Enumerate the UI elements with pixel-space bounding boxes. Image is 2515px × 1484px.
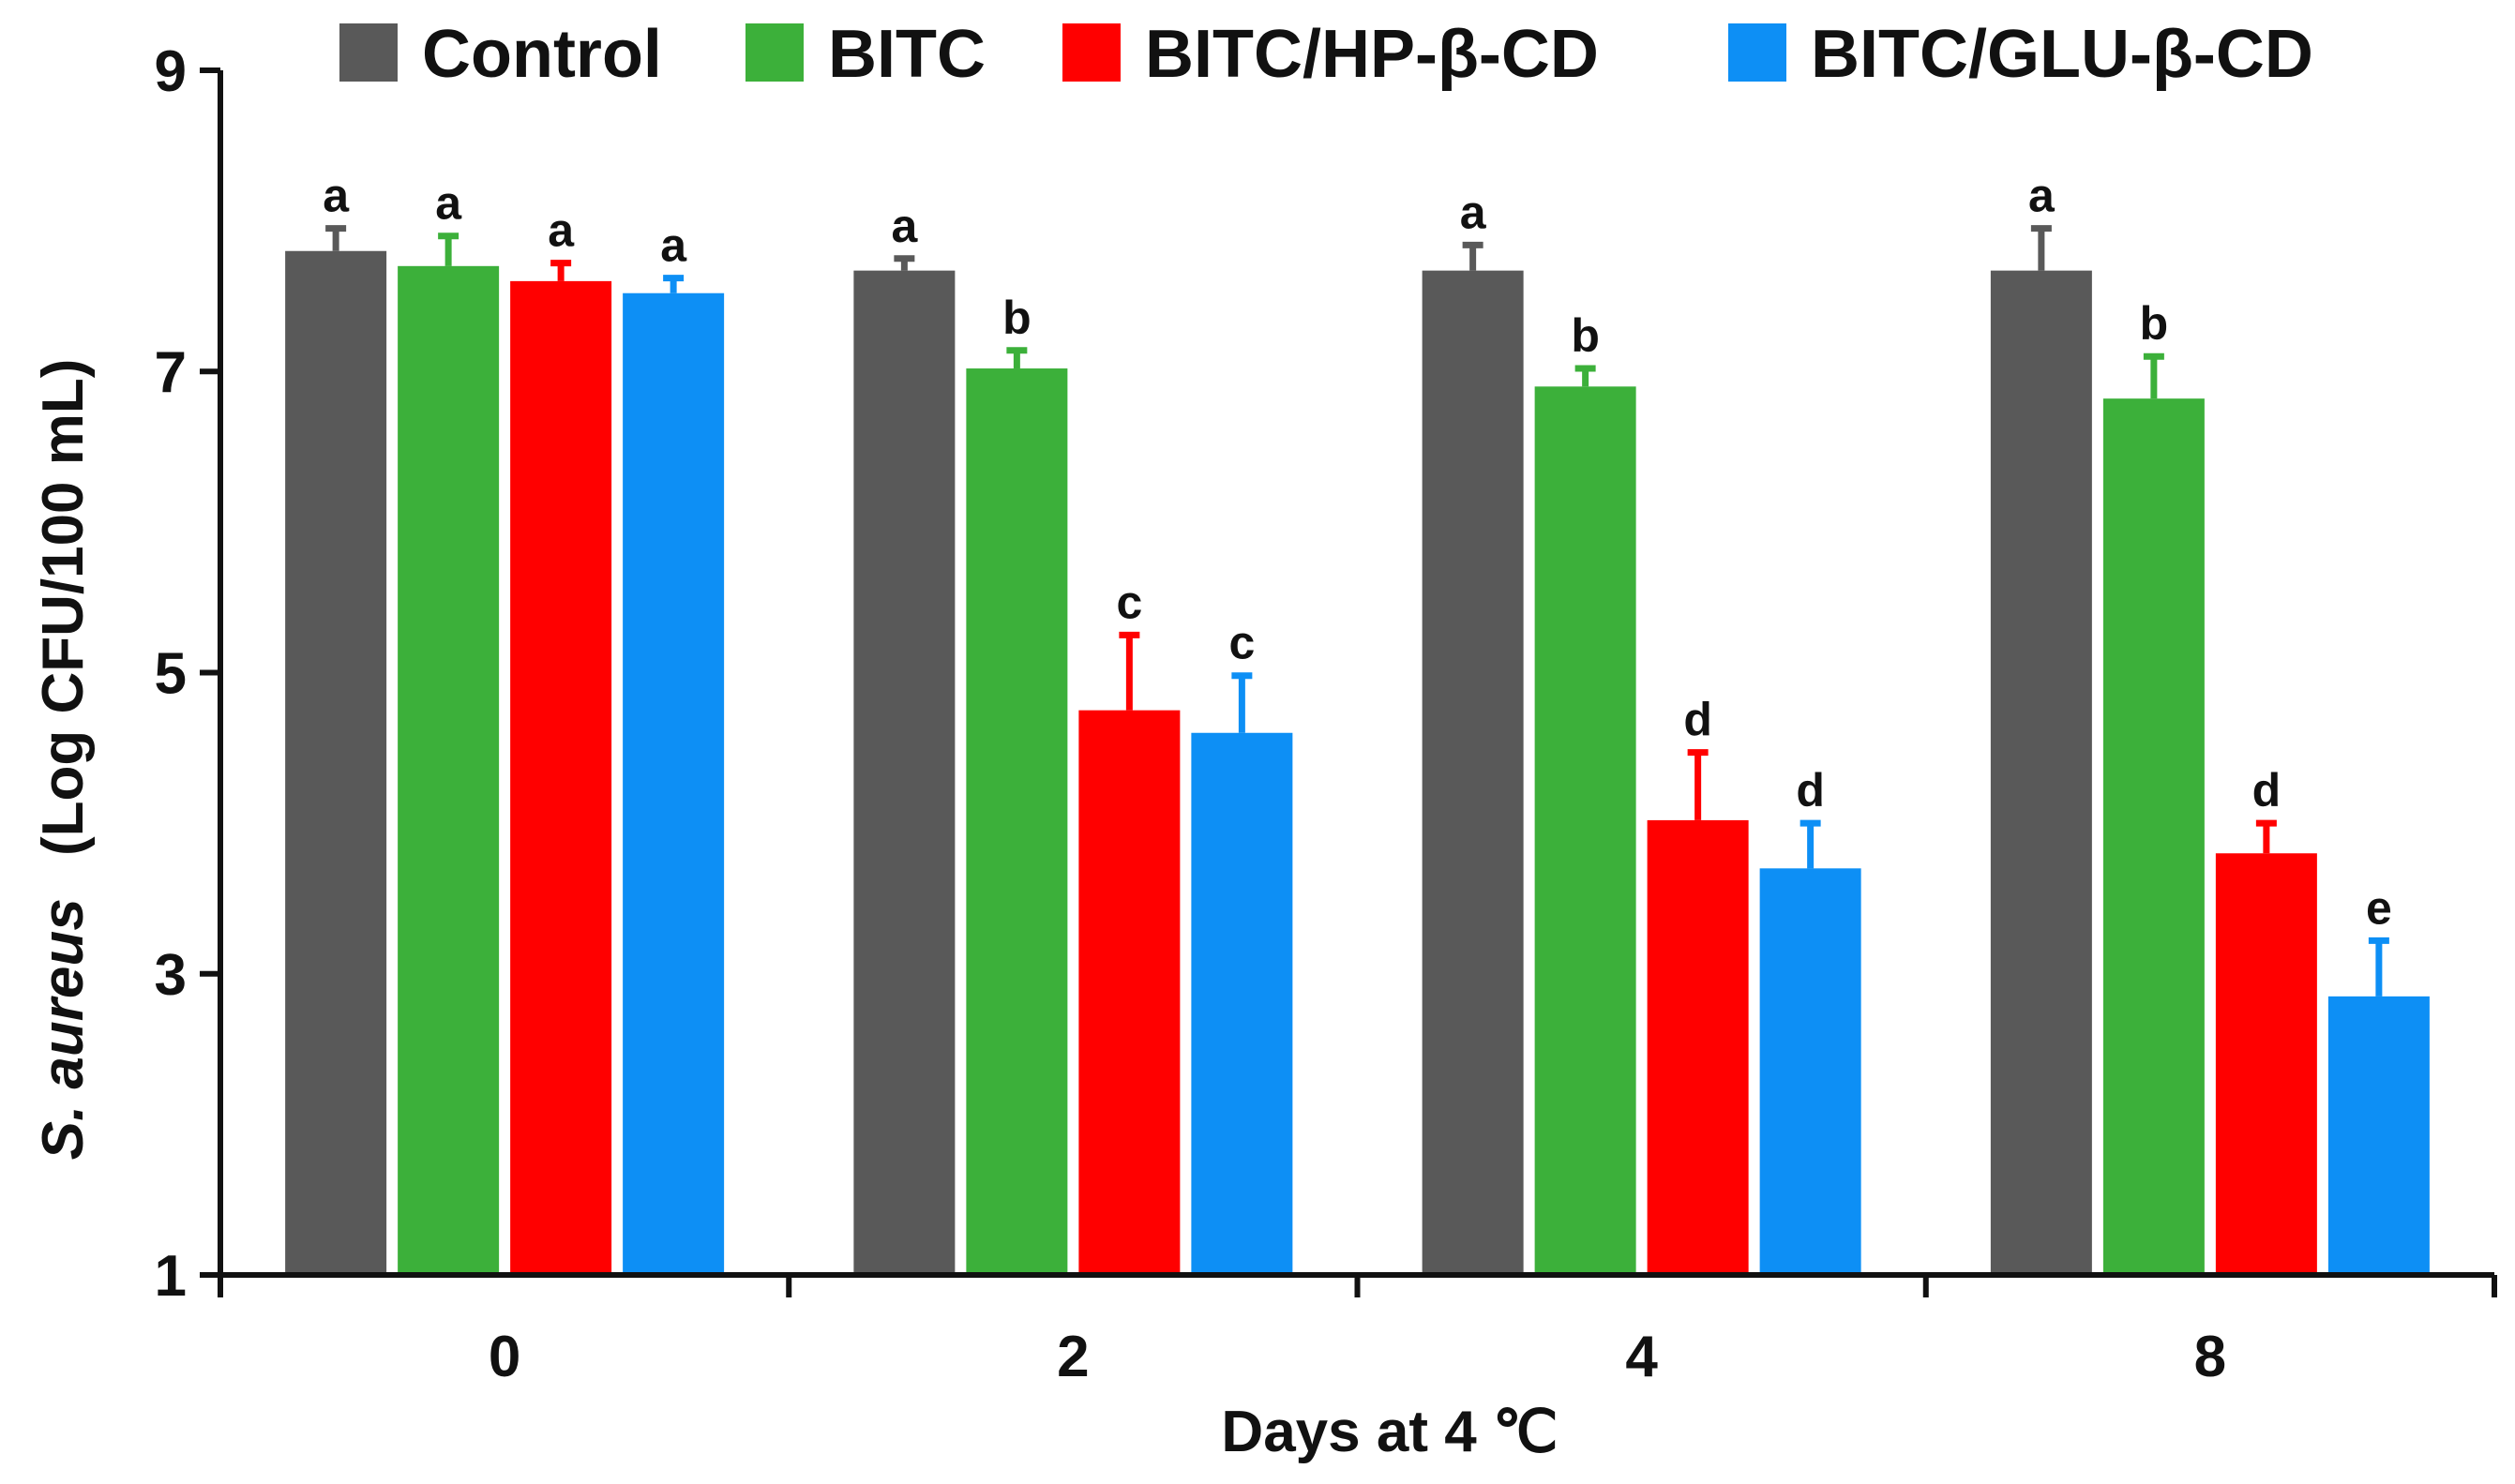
legend-swatch <box>745 23 804 82</box>
significance-label: e <box>2366 881 2392 934</box>
significance-label: c <box>1228 617 1255 669</box>
bar <box>1647 819 1749 1275</box>
bar <box>1078 710 1181 1275</box>
significance-label: a <box>891 200 918 252</box>
significance-label: b <box>1571 309 1600 362</box>
bar <box>1534 386 1636 1275</box>
significance-label: d <box>1796 764 1825 817</box>
bar <box>398 265 500 1275</box>
significance-label: d <box>2252 764 2282 817</box>
significance-label: d <box>1683 694 1712 746</box>
legend-swatch <box>339 23 398 82</box>
bar <box>2327 996 2430 1275</box>
y-axis-title: S. aureus (Log CFU/100 mL) <box>31 359 96 1161</box>
significance-label: b <box>1002 292 1032 344</box>
bar <box>1990 270 2092 1276</box>
y-tick-label: 1 <box>155 1244 187 1309</box>
y-axis-title-units: (Log CFU/100 mL) <box>31 359 96 856</box>
significance-label: a <box>548 204 575 257</box>
axes-group: 1 3 5 7 9 0 2 4 8 <box>155 39 2497 1389</box>
legend-label: BITC <box>828 17 986 92</box>
y-tick-label: 3 <box>155 943 187 1008</box>
y-tick-label: 7 <box>155 340 187 405</box>
significance-label: a <box>323 170 350 222</box>
legend-swatch <box>1062 23 1121 82</box>
legend-label: BITC/GLU-β-CD <box>1811 17 2313 92</box>
bar <box>623 292 725 1276</box>
significance-label: c <box>1116 576 1142 628</box>
legend-swatch <box>1728 23 1786 82</box>
significance-label: b <box>2140 297 2169 350</box>
legend-label: BITC/HP-β-CD <box>1145 17 1599 92</box>
significance-label: a <box>1460 186 1487 238</box>
significance-label: a <box>435 177 462 230</box>
x-tick-label: 4 <box>1625 1325 1658 1389</box>
significance-label: a <box>2028 170 2056 222</box>
y-axis-title-italic: S. aureus <box>31 898 96 1160</box>
significance-label: a <box>660 219 687 272</box>
bar <box>510 280 612 1275</box>
bars-group: a a a a a b b b a c d d a c d e <box>285 170 2430 1276</box>
bar <box>853 270 956 1276</box>
bar <box>1422 270 1524 1276</box>
y-tick-label: 9 <box>155 39 187 104</box>
bar <box>1759 868 1861 1275</box>
x-axis-title: Days at 4 ℃ <box>1221 1400 1558 1464</box>
legend: Control BITC BITC/HP-β-CD BITC/GLU-β-CD <box>339 17 2313 92</box>
bar <box>2215 853 2317 1275</box>
x-tick-label: 0 <box>489 1325 520 1389</box>
bar <box>966 368 1068 1276</box>
bar <box>1191 732 1293 1275</box>
y-tick-label: 5 <box>155 642 187 707</box>
x-tick-label: 8 <box>2194 1325 2226 1389</box>
legend-label: Control <box>422 17 662 92</box>
bar <box>2102 398 2205 1276</box>
bar <box>285 250 387 1275</box>
x-tick-label: 2 <box>1057 1325 1089 1389</box>
